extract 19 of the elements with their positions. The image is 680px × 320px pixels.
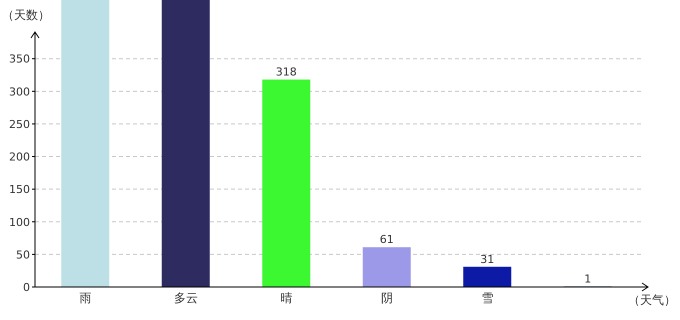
x-tick-label: 雨 xyxy=(79,291,92,305)
x-tick-label: 晴 xyxy=(280,291,292,305)
y-tick-label: 50 xyxy=(16,248,30,262)
y-tick-label: 250 xyxy=(9,118,30,131)
y-tick-label: 200 xyxy=(9,150,30,164)
y-axis-title: （天数） xyxy=(2,8,50,22)
y-tick-label: 150 xyxy=(9,183,30,196)
x-tick-label: 多云 xyxy=(174,291,198,305)
y-tick-label: 350 xyxy=(9,52,30,66)
data-label: 61 xyxy=(380,233,394,246)
data-label: 31 xyxy=(480,252,494,266)
y-tick-label: 100 xyxy=(9,216,30,229)
data-label: 1 xyxy=(584,272,592,286)
x-axis-title: （天气） xyxy=(628,293,676,307)
y-tick-label: 300 xyxy=(9,85,30,98)
data-label: 318 xyxy=(276,66,297,79)
x-tick-label: 雪 xyxy=(481,291,494,305)
x-tick-label: 阴 xyxy=(380,291,393,305)
y-tick-label: 0 xyxy=(23,281,30,294)
